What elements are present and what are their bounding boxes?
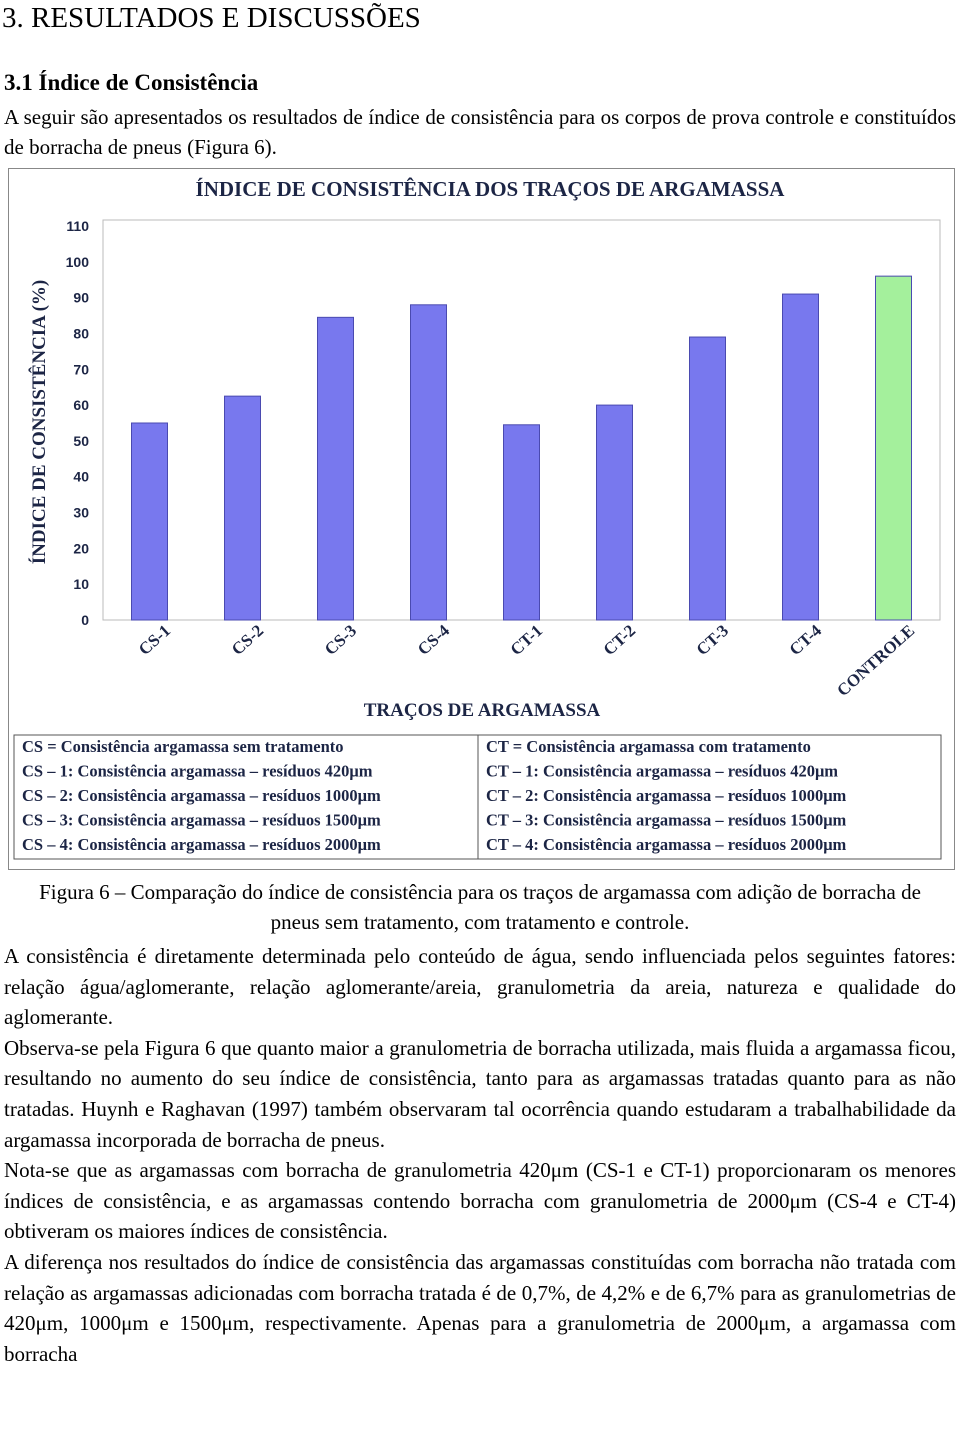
paragraph: A consistência é diretamente determinada…	[4, 944, 956, 1030]
y-tick-label: 20	[73, 540, 89, 556]
bar	[503, 424, 540, 621]
legend-line: CS – 2: Consistência argamassa – resíduo…	[22, 786, 381, 805]
legend-line: CT – 4: Consistência argamassa – resíduo…	[486, 835, 847, 854]
y-tick-label: 10	[73, 576, 89, 592]
bar	[224, 395, 261, 621]
paragraph: Nota-se que as argamassas com borracha d…	[4, 1158, 956, 1244]
bar	[875, 275, 912, 621]
x-axis-title: TRAÇOS DE ARGAMASSA	[364, 700, 601, 721]
subheading: 3.1 Índice de Consistência	[4, 70, 259, 95]
intro-paragraph: A seguir são apresentados os resultados …	[4, 105, 956, 159]
bar	[131, 422, 168, 621]
legend-line: CT – 2: Consistência argamassa – resíduo…	[486, 786, 847, 805]
legend-line: CS = Consistência argamassa sem tratamen…	[22, 737, 344, 756]
y-tick-label: 60	[73, 397, 89, 413]
heading: 3. RESULTADOS E DISCUSSÕES	[2, 2, 421, 34]
figure-chart: ÍNDICE DE CONSISTÊNCIA DOS TRAÇOS DE ARG…	[8, 168, 955, 870]
bar	[317, 316, 354, 621]
bar	[782, 293, 819, 621]
legend-line: CS – 1: Consistência argamassa – resíduo…	[22, 762, 373, 781]
y-tick-label: 50	[73, 433, 89, 449]
y-tick-label: 40	[73, 469, 89, 485]
figure-caption: Figura 6 – Comparação do índice de consi…	[39, 880, 921, 934]
chart-title: ÍNDICE DE CONSISTÊNCIA DOS TRAÇOS DE ARG…	[196, 177, 786, 201]
y-tick-label: 110	[66, 218, 89, 234]
body-text: A consistência é diretamente determinada…	[4, 941, 956, 1369]
legend-line: CS – 4: Consistência argamassa – resíduo…	[22, 835, 381, 854]
paragraph: A diferença nos resultados do índice de …	[4, 1249, 956, 1366]
bar	[596, 404, 633, 621]
y-tick-label: 70	[73, 361, 89, 377]
paragraph: Observa-se pela Figura 6 que quanto maio…	[4, 1035, 956, 1152]
y-axis-title: ÍNDICE DE CONSISTÊNCIA (%)	[28, 280, 50, 565]
y-tick-label: 90	[73, 290, 89, 306]
legend-line: CS – 3: Consistência argamassa – resíduo…	[22, 811, 381, 830]
y-tick-label: 0	[81, 612, 89, 628]
y-tick-label: 30	[73, 505, 89, 521]
legend-line: CT = Consistência argamassa com tratamen…	[486, 737, 811, 756]
y-tick-label: 80	[73, 325, 89, 341]
bar	[410, 304, 447, 621]
y-tick-label: 100	[66, 254, 90, 270]
bar	[689, 336, 726, 621]
legend-line: CT – 3: Consistência argamassa – resíduo…	[486, 811, 847, 830]
legend-line: CT – 1: Consistência argamassa – resíduo…	[486, 762, 838, 781]
